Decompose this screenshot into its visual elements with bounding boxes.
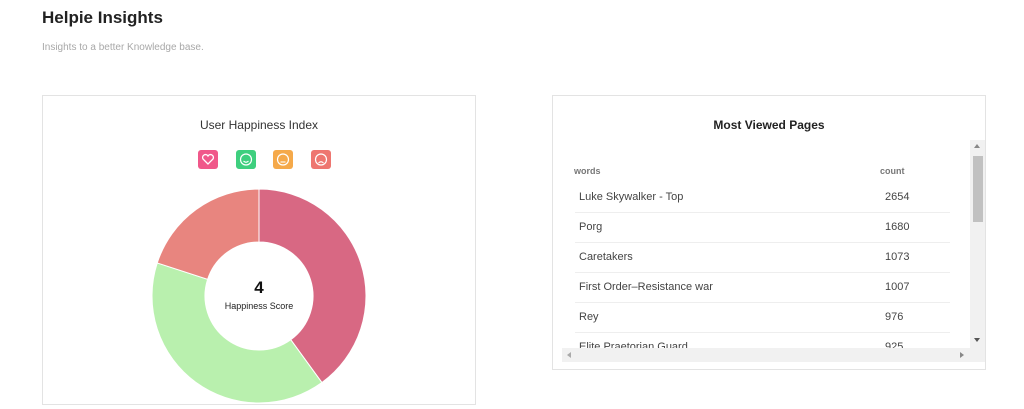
count-cell: 976 — [885, 311, 904, 323]
count-cell: 1680 — [885, 221, 910, 233]
page-subtitle: Insights to a better Knowledge base. — [42, 42, 204, 53]
table-row[interactable]: Luke Skywalker - Top 2654 — [575, 182, 950, 213]
table-row[interactable]: Caretakers 1073 — [575, 242, 950, 273]
word-cell: Caretakers — [579, 251, 633, 263]
column-header: words — [574, 166, 601, 176]
table: words count Luke Skywalker - Top 2654 Porg… — [562, 140, 970, 348]
table-row[interactable]: Porg 1680 — [575, 212, 950, 243]
score-label: Happiness Score — [225, 301, 294, 311]
word-cell: Rey — [579, 311, 599, 323]
count-cell: 925 — [885, 341, 904, 348]
donut-segment — [151, 262, 323, 404]
table-row[interactable]: Rey 976 — [575, 302, 950, 333]
score: 4 — [254, 278, 264, 297]
column-header: count — [880, 166, 905, 176]
scroll-thumb[interactable] — [973, 156, 983, 222]
table-row[interactable]: First Order–Resistance war 1007 — [575, 272, 950, 303]
happy-icon[interactable] — [236, 150, 256, 169]
word-cell: Porg — [579, 221, 603, 233]
word-cell: First Order–Resistance war — [579, 281, 713, 293]
count-cell: 1007 — [885, 281, 910, 293]
word-cell: Luke Skywalker - Top — [579, 191, 684, 203]
donut-segment — [156, 188, 260, 280]
neutral-icon[interactable] — [273, 150, 293, 169]
card-title: User Happiness Index — [199, 118, 319, 132]
word-cell: Elite Praetorian Guard — [579, 341, 688, 348]
page-title: Helpie Insights — [42, 8, 163, 27]
card-title: Most Viewed Pages — [713, 118, 825, 132]
count-cell: 1073 — [885, 251, 910, 263]
vertical-scrollbar[interactable] — [970, 140, 985, 348]
horizontal-scrollbar[interactable] — [562, 348, 985, 362]
donut-chart: 4 Happiness Score — [151, 150, 367, 404]
table-row[interactable]: Elite Praetorian Guard 925 — [575, 332, 950, 348]
love-icon[interactable] — [198, 150, 218, 169]
sad-icon[interactable] — [311, 150, 331, 169]
donut-segment — [258, 188, 367, 384]
table-card: Most Viewed Pages words count Luke Skywa… — [552, 95, 986, 370]
mood-icons[interactable] — [198, 150, 331, 169]
count-cell: 2654 — [885, 191, 910, 203]
